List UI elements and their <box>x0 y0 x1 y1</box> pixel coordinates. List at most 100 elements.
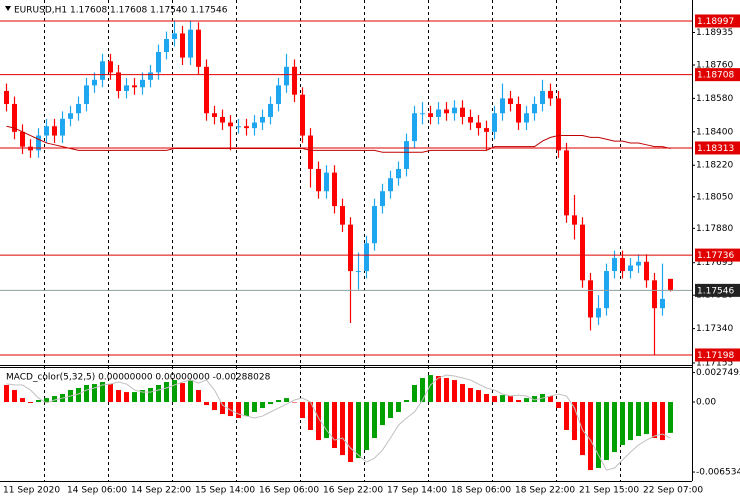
macd-bar <box>524 398 529 403</box>
macd-bar <box>36 400 41 403</box>
candle-body <box>180 33 185 58</box>
x-tick-label: 14 Sep 06:00 <box>67 486 127 496</box>
level-label-box <box>695 68 740 82</box>
macd-bar <box>316 402 321 441</box>
macd-bar <box>308 402 313 430</box>
macd-bar <box>76 388 81 403</box>
y-tick-label: 0.00 <box>696 398 716 408</box>
candle-body <box>580 224 585 281</box>
candle-body <box>132 85 137 88</box>
candle-body <box>500 98 505 114</box>
macd-bar <box>148 388 153 403</box>
candle-body <box>476 122 481 129</box>
candle-body <box>460 107 465 117</box>
macd-bar <box>356 402 361 459</box>
candle-body <box>52 126 57 136</box>
candle-body <box>92 79 97 86</box>
y-tick-label: 1.18580 <box>696 94 733 104</box>
macd-bar <box>116 390 121 403</box>
candle-body <box>548 90 553 99</box>
macd-bar <box>372 402 377 439</box>
macd-bar <box>492 396 497 403</box>
candle-body <box>148 72 153 80</box>
y-tick-label: 1.17340 <box>696 324 733 334</box>
macd-bar <box>236 402 241 418</box>
macd-bar <box>548 396 553 403</box>
candle-body <box>204 66 209 114</box>
macd-bar <box>428 375 433 403</box>
candle-body <box>108 61 113 73</box>
level-label: 1.18997 <box>697 17 734 27</box>
candle-body <box>356 271 361 273</box>
macd-bar <box>436 376 441 403</box>
macd-bar <box>404 400 409 403</box>
macd-bar <box>292 402 297 403</box>
candle-body <box>564 150 569 216</box>
macd-bar <box>652 402 657 439</box>
macd-bar <box>396 402 401 412</box>
candle-body <box>268 103 273 117</box>
level-label-box <box>695 14 740 28</box>
macd-bar <box>12 390 17 403</box>
candle-body <box>540 90 545 104</box>
candle-body <box>468 116 473 123</box>
candle-body <box>340 206 345 225</box>
candle-body <box>260 116 265 123</box>
candle-body <box>236 126 241 128</box>
candle-body <box>124 85 129 91</box>
macd-bar <box>220 402 225 415</box>
macd-bar <box>452 380 457 403</box>
macd-bar <box>660 402 665 441</box>
candle-body <box>292 66 297 95</box>
candle-body <box>644 261 649 281</box>
macd-bar <box>284 398 289 403</box>
candle-body <box>116 72 121 91</box>
macd-bar <box>268 402 273 405</box>
macd-bar <box>124 392 129 403</box>
menu-triangle[interactable] <box>5 6 11 11</box>
candle-body <box>140 79 145 88</box>
candle-body <box>244 126 249 129</box>
x-tick-label: 14 Sep 22:00 <box>131 486 191 496</box>
x-tick-label: 16 Sep 06:00 <box>259 486 319 496</box>
macd-bar <box>212 402 217 411</box>
macd-bar <box>52 396 57 403</box>
macd-bar <box>516 400 521 403</box>
macd-bar <box>100 382 105 403</box>
candle-body <box>20 131 25 147</box>
candle-body <box>428 113 433 117</box>
candle-body <box>60 118 65 136</box>
macd-bar <box>380 402 385 426</box>
macd-bar <box>196 390 201 403</box>
candle-body <box>532 103 537 114</box>
level-label-box <box>695 248 740 262</box>
candle-body <box>652 280 657 309</box>
candle-body <box>276 85 281 104</box>
candle-body <box>300 94 305 136</box>
macd-bar <box>156 385 161 403</box>
x-tick-label: 21 Sep 15:00 <box>579 486 639 496</box>
macd-bar <box>644 402 649 435</box>
macd-bar <box>460 384 465 403</box>
macd-bar <box>620 402 625 445</box>
level-label-box <box>695 141 740 155</box>
macd-bar <box>204 402 209 406</box>
candle-body <box>28 146 33 151</box>
signal-line <box>6 374 671 471</box>
candle-body <box>284 66 289 86</box>
macd-bar <box>596 402 601 469</box>
macd-bar <box>20 398 25 403</box>
macd-bar <box>92 384 97 403</box>
candle-body <box>36 135 41 151</box>
grid <box>44 0 621 481</box>
candle-body <box>84 85 89 104</box>
candle-body <box>492 113 497 132</box>
macd-bar <box>4 385 9 403</box>
moving-average <box>6 125 671 153</box>
x-tick-label: 16 Sep 22:00 <box>323 486 383 496</box>
macd-bar <box>324 402 329 439</box>
level-label-box <box>695 348 740 362</box>
candle-body <box>188 29 193 58</box>
x-tick-label: 17 Sep 14:00 <box>387 486 447 496</box>
